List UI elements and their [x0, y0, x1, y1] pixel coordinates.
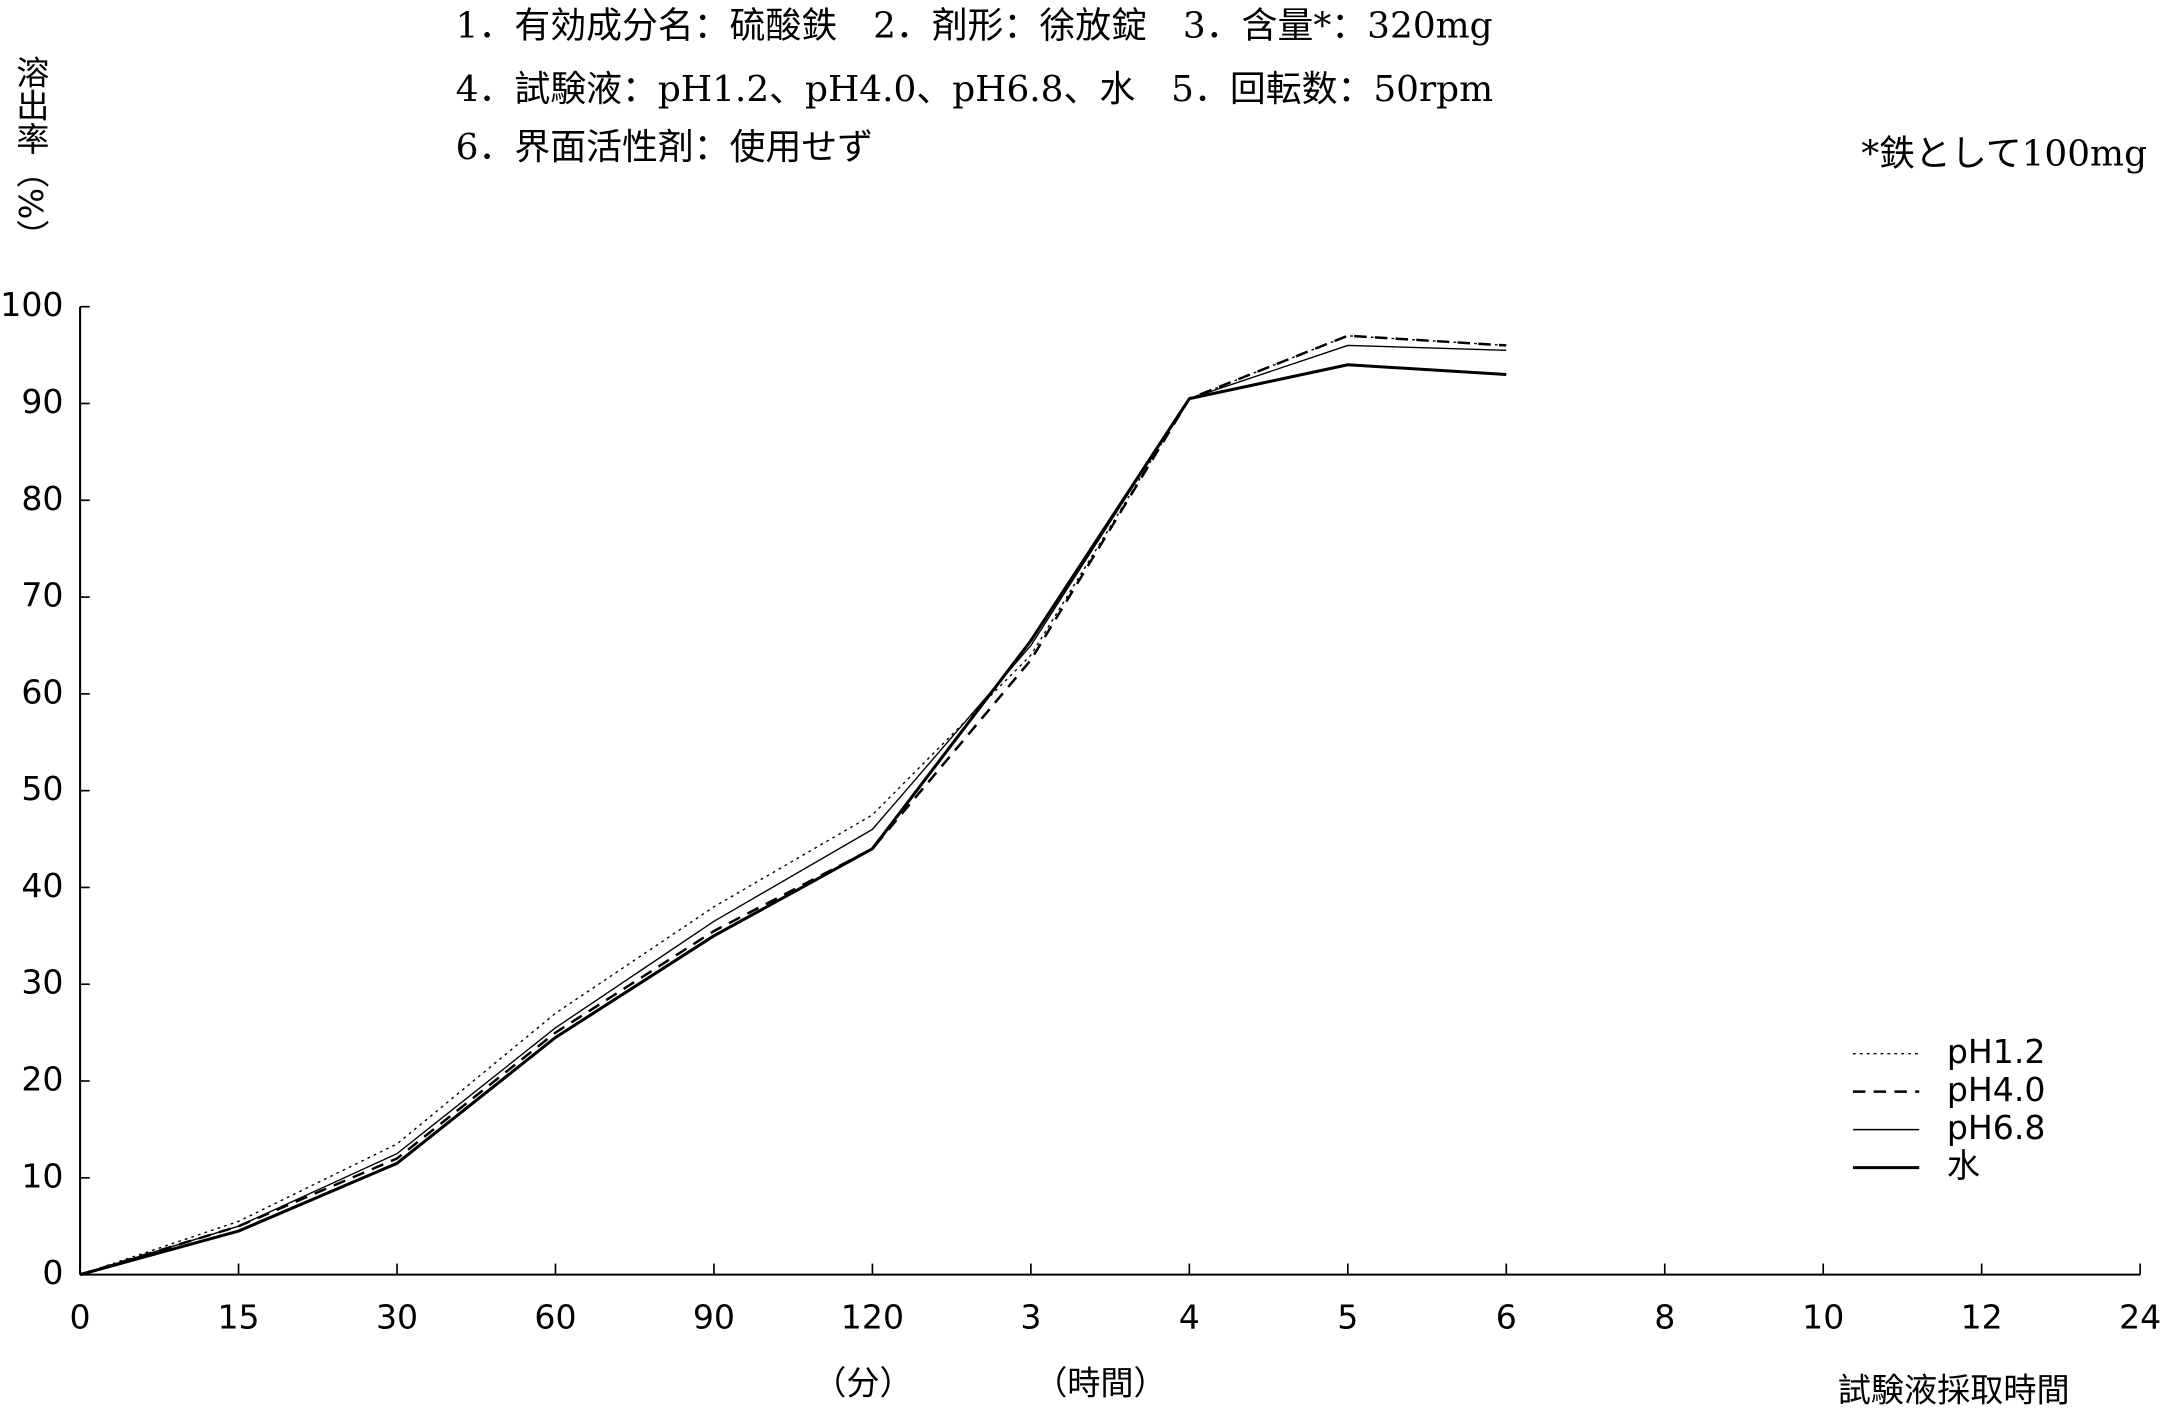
- y-tick-label: 80: [21, 479, 63, 518]
- y-tick-label: 50: [21, 769, 63, 808]
- series-line: [79, 363, 1507, 1277]
- legend-label: pH4.0: [1947, 1070, 2046, 1109]
- series-line: [79, 334, 1507, 1276]
- y-tick-label: 40: [21, 866, 63, 905]
- y-tick-label: 70: [21, 576, 63, 615]
- x-tick-label: 0: [70, 1297, 91, 1336]
- y-tick-label: 100: [0, 285, 63, 324]
- legend-label: 水: [1947, 1146, 1980, 1185]
- legend-label: pH1.2: [1947, 1032, 2046, 1071]
- y-axis-label: 溶出率（%）: [11, 55, 50, 252]
- x-tick-label: 30: [376, 1297, 418, 1336]
- legend-label: pH6.8: [1947, 1108, 2046, 1147]
- series-line: [79, 344, 1507, 1276]
- y-tick-label: 0: [42, 1253, 63, 1292]
- series-line: [79, 335, 1507, 1276]
- y-tick-label: 10: [21, 1156, 63, 1195]
- note: *鉄として100mg: [1861, 134, 2147, 175]
- x-unit-label: （分）: [813, 1364, 912, 1403]
- header-line: 4．試験液：pH1.2、pH4.0、pH6.8、水 5．回転数：50rpm: [456, 69, 1493, 110]
- header-line: 1．有効成分名：硫酸鉄 2．剤形：徐放錠 3．含量*：320mg: [456, 5, 1493, 46]
- x-tick-label: 120: [841, 1297, 904, 1336]
- x-axis-label: 試験液採取時間: [1838, 1370, 2070, 1409]
- x-tick-label: 15: [217, 1297, 259, 1336]
- x-tick-label: 8: [1654, 1297, 1675, 1336]
- x-tick-label: 90: [693, 1297, 735, 1336]
- y-tick-label: 20: [21, 1060, 63, 1099]
- x-tick-label: 12: [1961, 1297, 2003, 1336]
- x-tick-label: 24: [2119, 1297, 2161, 1336]
- x-unit-label: （時間）: [1034, 1364, 1167, 1403]
- x-tick-label: 60: [534, 1297, 576, 1336]
- header-line: 6．界面活性剤：使用せず: [456, 127, 873, 168]
- x-tick-label: 3: [1020, 1297, 1041, 1336]
- x-tick-label: 10: [1802, 1297, 1844, 1336]
- x-tick-label: 4: [1179, 1297, 1200, 1336]
- y-tick-label: 90: [21, 382, 63, 421]
- x-tick-label: 6: [1496, 1297, 1517, 1336]
- x-tick-label: 5: [1337, 1297, 1358, 1336]
- y-tick-label: 30: [21, 963, 63, 1002]
- y-tick-label: 60: [21, 672, 63, 711]
